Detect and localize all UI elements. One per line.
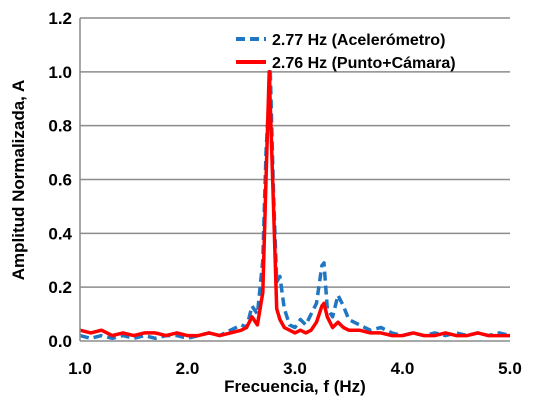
x-tick-label: 5.0 xyxy=(498,359,522,378)
y-tick-label: 0.2 xyxy=(48,278,72,297)
x-tick-label: 4.0 xyxy=(391,359,415,378)
y-tick-label: 0.0 xyxy=(48,332,72,351)
y-tick-label: 1.0 xyxy=(48,63,72,82)
legend-label-accelerometer: 2.77 Hz (Acelerómetro) xyxy=(272,32,445,49)
x-tick-labels: 1.0 2.0 3.0 4.0 5.0 xyxy=(68,359,522,378)
y-tick-label: 0.6 xyxy=(48,171,72,190)
series-line-camera xyxy=(79,70,510,338)
series-layer xyxy=(79,70,511,341)
y-tick-labels: 0.0 0.2 0.4 0.6 0.8 1.0 1.2 xyxy=(48,9,72,351)
y-tick-label: 0.8 xyxy=(48,117,72,136)
y-tick-label: 1.2 xyxy=(48,9,72,28)
x-tick-label: 2.0 xyxy=(176,359,200,378)
x-axis-label: Frecuencia, f (Hz) xyxy=(224,377,366,396)
x-tick-label: 3.0 xyxy=(283,359,307,378)
series-line-accelerometer xyxy=(79,70,511,341)
axes xyxy=(79,18,510,342)
y-axis-label: Amplitud Normalizada, A xyxy=(9,80,28,281)
legend: 2.77 Hz (Acelerómetro) 2.76 Hz (Punto+Cá… xyxy=(236,32,456,72)
grid-lines xyxy=(80,17,510,288)
legend-label-camera: 2.76 Hz (Punto+Cámara) xyxy=(272,55,456,72)
x-tick-label: 1.0 xyxy=(68,359,92,378)
y-tick-label: 0.4 xyxy=(48,224,72,243)
